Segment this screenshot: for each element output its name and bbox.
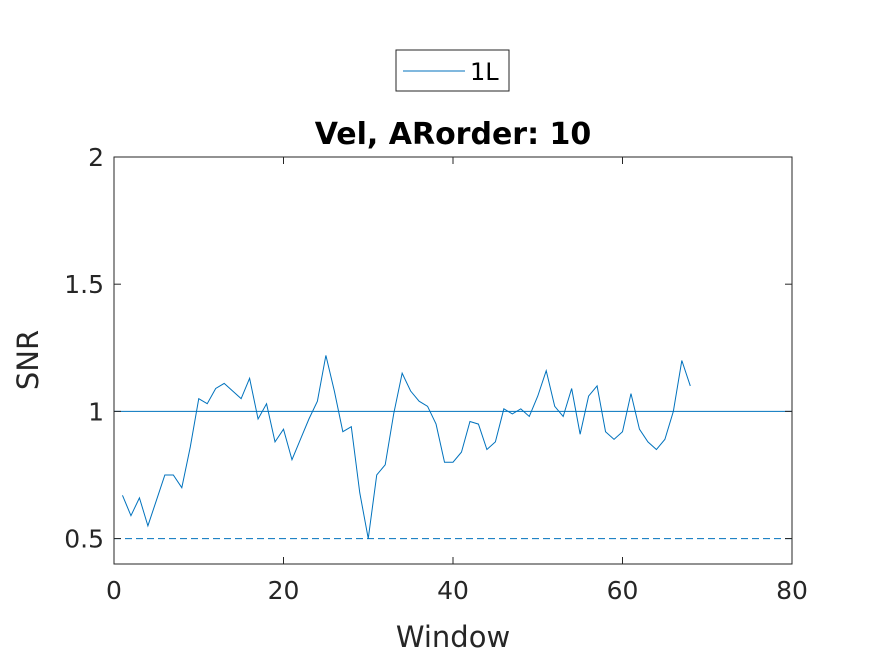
x-axis-label: Window bbox=[396, 620, 510, 654]
y-axis-ticks: 0.5 1 1.5 2 bbox=[64, 143, 792, 554]
x-tick-label: 20 bbox=[268, 576, 300, 605]
x-tick-label: 0 bbox=[106, 576, 122, 605]
plot-area bbox=[114, 157, 792, 564]
x-axis-ticks: 0 20 40 60 80 bbox=[106, 157, 808, 605]
y-tick-label: 2 bbox=[88, 143, 104, 172]
y-axis-label: SNR bbox=[11, 330, 45, 390]
x-tick-label: 80 bbox=[776, 576, 808, 605]
legend: 1L bbox=[395, 49, 510, 92]
x-tick-label: 60 bbox=[607, 576, 639, 605]
legend-label-1l: 1L bbox=[470, 58, 499, 86]
y-tick-label: 0.5 bbox=[64, 525, 104, 554]
chart-title: Vel, ARorder: 10 bbox=[315, 117, 592, 152]
series-line-1l bbox=[122, 355, 691, 539]
x-tick-label: 40 bbox=[437, 576, 469, 605]
y-tick-label: 1.5 bbox=[64, 270, 104, 299]
y-tick-label: 1 bbox=[88, 397, 104, 426]
